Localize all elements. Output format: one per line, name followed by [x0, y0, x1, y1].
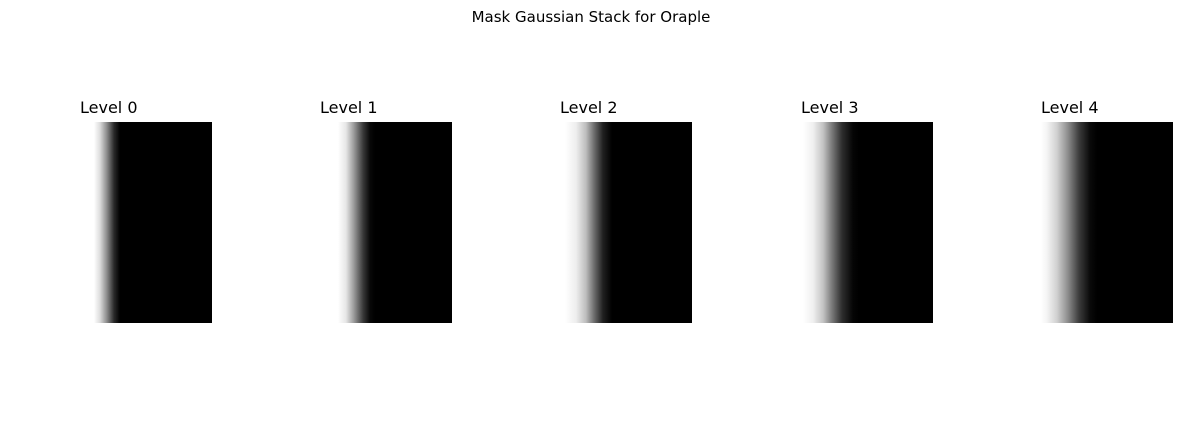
panel-level-2: Level 2: [560, 98, 692, 323]
mask-image: [801, 122, 933, 323]
mask-image: [560, 122, 692, 323]
panel-level-0: Level 0: [80, 98, 212, 323]
panel-title: Level 1: [320, 98, 378, 117]
panel-level-4: Level 4: [1041, 98, 1173, 323]
figure-title: Mask Gaussian Stack for Oraple: [471, 8, 711, 26]
panel-title: Level 2: [560, 98, 618, 117]
panel-level-3: Level 3: [801, 98, 933, 323]
panel-title: Level 3: [801, 98, 859, 117]
panel-title: Level 4: [1041, 98, 1099, 117]
mask-image: [320, 122, 452, 323]
panel-title: Level 0: [80, 98, 138, 117]
mask-image: [80, 122, 212, 323]
panel-level-1: Level 1: [320, 98, 452, 323]
mask-image: [1041, 122, 1173, 323]
